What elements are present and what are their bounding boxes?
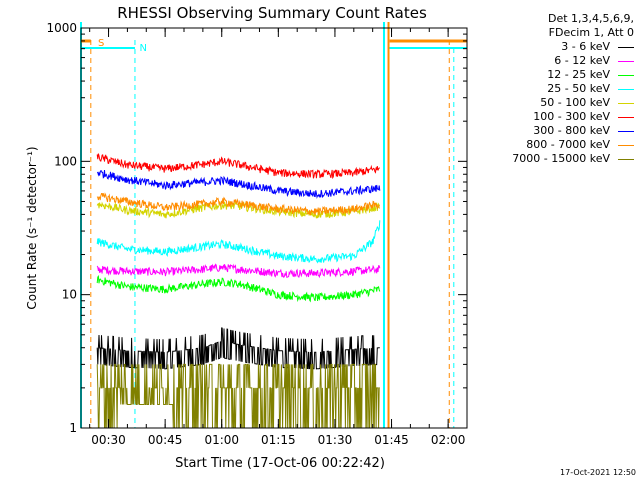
legend-item: 50 - 100 keV — [512, 96, 634, 110]
legend-item-label: 12 - 25 keV — [547, 68, 610, 81]
legend-swatch — [618, 88, 634, 90]
series-line-7000-15000-kev — [96, 363, 380, 429]
legend-item: 12 - 25 keV — [512, 68, 634, 82]
y-axis-label: Count Rate (s⁻¹ detector⁻¹) — [25, 146, 39, 309]
series-line-12-25-kev — [96, 274, 381, 303]
y-tick-label: 1 — [69, 421, 77, 435]
legend-item: 6 - 12 keV — [512, 54, 634, 68]
y-tick-label: 100 — [54, 154, 77, 168]
series-line-3-6-kev — [96, 327, 380, 370]
legend-swatch — [618, 116, 634, 118]
legend-item-label: 100 - 300 keV — [533, 110, 610, 123]
x-tick-label: 01:15 — [261, 433, 296, 447]
generated-date: 17-Oct-2021 12:50 — [560, 468, 636, 477]
y-tick-label: 10 — [62, 288, 77, 302]
series-line-50-100-kev — [96, 200, 381, 219]
series-line-6-12-kev — [96, 263, 381, 279]
x-tick-label: 00:45 — [148, 433, 183, 447]
series-layer — [96, 153, 381, 429]
x-tick-label: 02:00 — [431, 433, 466, 447]
y-tick-label: 1000 — [46, 21, 77, 35]
x-tick-label: 00:30 — [91, 433, 126, 447]
legend-item: 7000 - 15000 keV — [512, 152, 634, 166]
legend-swatch — [618, 144, 634, 146]
legend-item: 300 - 800 keV — [512, 124, 634, 138]
legend-item: 3 - 6 keV — [512, 40, 634, 54]
legend-item-label: 50 - 100 keV — [540, 96, 610, 109]
chart-title: RHESSI Observing Summary Count Rates — [117, 4, 427, 22]
series-line-100-300-kev — [96, 153, 380, 180]
legend-item-label: 300 - 800 keV — [533, 124, 610, 137]
x-tick-label: 01:00 — [204, 433, 239, 447]
annotation-s: S — [98, 38, 104, 49]
legend-swatch — [618, 158, 634, 160]
legend-entries: 3 - 6 keV 6 - 12 keV 12 - 25 keV 25 - 50 ke… — [512, 40, 634, 166]
legend-swatch — [618, 102, 634, 104]
x-axis-label: Start Time (17-Oct-06 00:22:42) — [175, 456, 385, 471]
series-line-300-800-kev — [96, 170, 381, 199]
legend-item: 800 - 7000 keV — [512, 138, 634, 152]
legend-item: 100 - 300 keV — [512, 110, 634, 124]
axes-layer: 1 10 100 1000 00:30 00:45 01:00 01:15 01:30 01:45… — [46, 21, 468, 447]
annotation-n: N — [139, 43, 146, 54]
legend-item-label: 3 - 6 keV — [561, 40, 610, 53]
x-tick-label: 01:30 — [318, 433, 353, 447]
x-tick-label: 01:45 — [374, 433, 409, 447]
legend-swatch — [618, 74, 634, 76]
legend-item-label: 800 - 7000 keV — [526, 138, 610, 151]
legend-item: 25 - 50 keV — [512, 82, 634, 96]
legend-header-line-1: Det 1,3,4,5,6,9, — [547, 12, 634, 25]
plot-frame — [80, 27, 468, 429]
series-line-800-7000-kev — [96, 192, 381, 216]
legend-item-label: 7000 - 15000 keV — [512, 152, 610, 165]
legend-swatch — [618, 60, 634, 62]
legend-header-line-2: FDecim 1, Att 0 — [548, 26, 634, 39]
legend-swatch — [618, 46, 634, 48]
legend-item-label: 6 - 12 keV — [554, 54, 610, 67]
legend: Det 1,3,4,5,6,9, FDecim 1, Att 0 3 - 6 k… — [512, 12, 634, 166]
legend-swatch — [618, 130, 634, 132]
series-line-25-50-kev — [96, 220, 381, 264]
legend-item-label: 25 - 50 keV — [547, 82, 610, 95]
